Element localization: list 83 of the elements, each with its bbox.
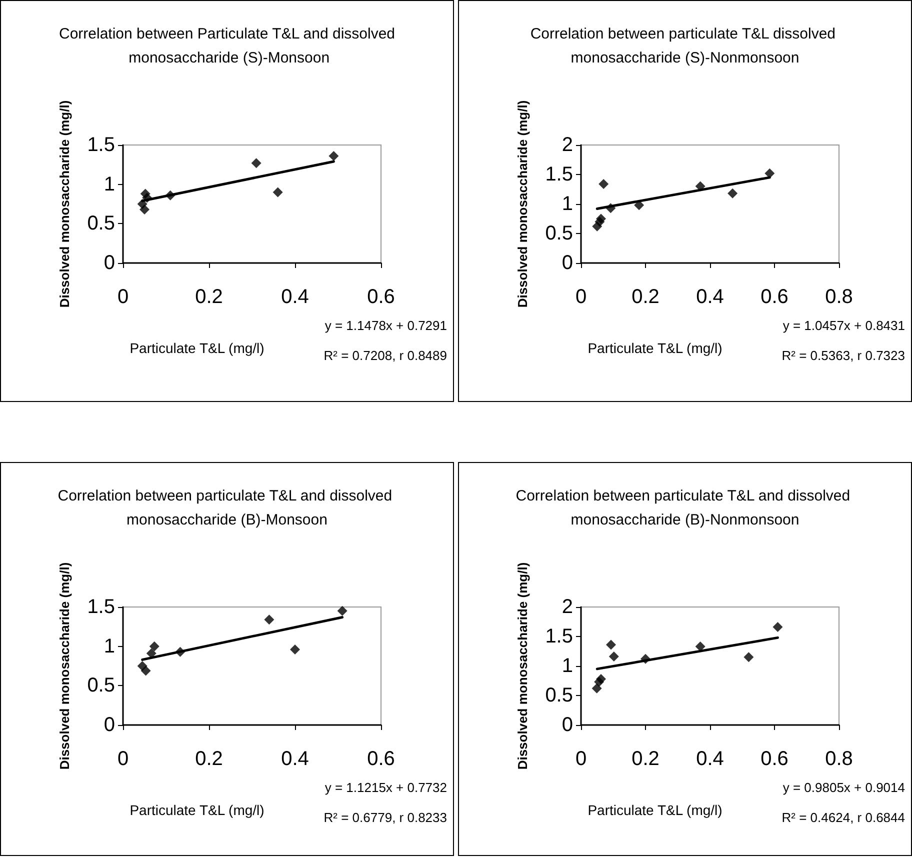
y-tick-label: 0: [562, 714, 573, 736]
x-tick-label: 0.2: [632, 286, 660, 308]
y-tick-label: 2: [562, 134, 573, 156]
x-tick-label: 0.4: [281, 286, 309, 308]
chart-title: Correlation between particulate T&L dissolved monosaccharide (S)-Nonmonsoon: [530, 26, 840, 66]
point: [272, 187, 283, 198]
point: [695, 642, 706, 652]
point: [596, 214, 606, 224]
point: [764, 168, 775, 178]
point: [149, 641, 160, 652]
point: [264, 614, 274, 625]
point: [251, 158, 262, 168]
x-axis-title: Particulate T&L (mg/l): [130, 802, 264, 818]
point: [596, 674, 606, 684]
y-tick-label: 0.5: [87, 212, 115, 235]
x-axis-title: Particulate T&L (mg/l): [588, 340, 722, 356]
x-axis-title: Particulate T&L (mg/l): [130, 340, 264, 356]
y-tick-label: 0: [104, 714, 115, 736]
y-tick-label: 0: [104, 252, 115, 274]
text: R² = 0.6779, r 0.8233: [324, 810, 448, 825]
x-tick-label: 0: [117, 286, 129, 308]
y-tick-label: 1: [104, 173, 115, 196]
point: [290, 644, 300, 654]
text: R² = 0.4624, r 0.6844: [782, 810, 906, 825]
y-tick-label: 0.5: [87, 674, 115, 697]
y-tick-label: 1: [562, 193, 573, 215]
text: y = 1.0457x + 0.8431: [782, 318, 905, 333]
chart-title: Correlation between Particulate T&L and dissolved monosaccharide (S)-Monsoon: [58, 26, 396, 66]
y-tick-label: 2: [562, 596, 573, 618]
point: [695, 181, 706, 192]
text: y = 1.1215x + 0.7732: [324, 780, 447, 795]
y-tick-label: 1.5: [545, 626, 573, 648]
x-tick-label: 0.2: [632, 748, 660, 770]
y-axis-title: Dissolved monosaccharide (mg/l): [515, 562, 530, 770]
x-tick-label: 0.4: [281, 748, 309, 770]
point: [165, 190, 176, 200]
point: [606, 640, 616, 650]
point: [142, 192, 152, 203]
y-tick-label: 1.5: [87, 596, 115, 618]
x-axis-title: Particulate T&L (mg/l): [588, 802, 722, 818]
point: [140, 666, 151, 676]
x-tick-label: 0: [575, 286, 587, 308]
y-tick-label: 1.5: [545, 164, 573, 186]
point: [175, 646, 186, 657]
text: y = 1.1478x + 0.7291: [324, 318, 447, 333]
x-tick-label: 0.8: [825, 286, 853, 308]
point: [772, 622, 783, 632]
point: [337, 606, 348, 616]
x-tick-label: 0.2: [195, 286, 223, 308]
y-axis-title: Dissolved monosaccharide (mg/l): [57, 562, 72, 770]
y-axis-title: Dissolved monosaccharide (mg/l): [57, 100, 72, 308]
y-tick-label: 1: [104, 635, 115, 658]
x-tick-label: 0.4: [696, 286, 724, 308]
text: y = 0.9805x + 0.9014: [782, 780, 905, 795]
x-tick-label: 0.4: [696, 748, 724, 770]
x-tick-label: 0.6: [367, 286, 395, 308]
x-tick-label: 0.6: [760, 286, 788, 308]
y-tick-label: 0: [562, 252, 573, 274]
point: [728, 188, 738, 198]
x-tick-label: 0: [117, 748, 129, 770]
point: [606, 203, 616, 214]
text: R² = 0.7208, r 0.8489: [324, 348, 448, 363]
x-tick-label: 0: [575, 748, 587, 770]
point: [328, 151, 339, 162]
x-tick-label: 0.8: [825, 748, 853, 770]
y-tick-label: 1: [562, 655, 573, 677]
chart-title: Correlation between particulate T&L and dissolved monosaccharide (B)-Monsoon: [58, 488, 396, 528]
chart-title: Correlation between particulate T&L and dissolved monosaccharide (B)-Nonmonsoon: [516, 488, 854, 528]
x-tick-label: 0.6: [367, 748, 395, 770]
point: [598, 178, 609, 189]
x-tick-label: 0.6: [760, 748, 788, 770]
point: [140, 204, 150, 215]
point: [592, 683, 602, 694]
y-tick-label: 1.5: [87, 134, 115, 156]
point: [608, 652, 619, 662]
point: [744, 652, 754, 662]
point: [146, 648, 156, 658]
text: R² = 0.5363, r 0.7323: [782, 348, 906, 363]
point: [640, 654, 650, 664]
y-axis-title: Dissolved monosaccharide (mg/l): [515, 100, 530, 308]
y-tick-label: 0.5: [545, 684, 573, 706]
y-tick-label: 0.5: [545, 222, 573, 244]
x-tick-label: 0.2: [195, 748, 223, 770]
